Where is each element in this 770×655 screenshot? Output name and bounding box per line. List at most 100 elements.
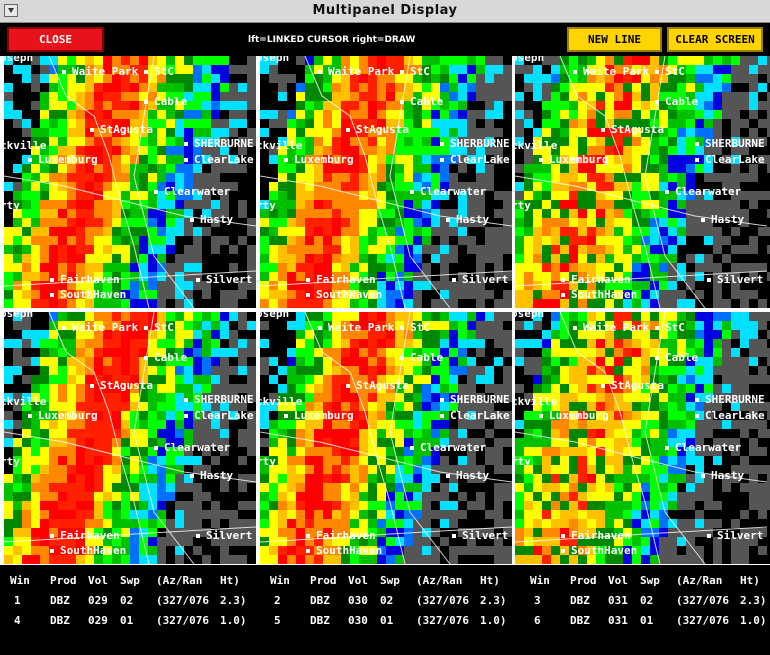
town-label: ClearLake xyxy=(695,410,765,422)
town-label: SouthHaven xyxy=(50,545,126,557)
town-label: Fairhaven xyxy=(50,530,120,542)
radar-panel-2[interactable]: Waite Park Cable StAgusta SHERBURNE ckville L… xyxy=(260,56,512,308)
town-marker-icon xyxy=(28,414,32,418)
town-marker-icon xyxy=(190,218,194,222)
close-button[interactable]: CLOSE xyxy=(7,27,104,52)
town-label: Fairhaven xyxy=(561,274,631,286)
town-marker-icon xyxy=(446,218,450,222)
town-label: SouthHaven xyxy=(50,289,126,301)
town-label: StC xyxy=(400,66,430,78)
town-name: Clearwater xyxy=(675,185,742,198)
town-name: SouthHaven xyxy=(316,288,383,301)
town-marker-icon xyxy=(707,278,711,282)
info-cell-swp: 02 xyxy=(120,594,134,607)
town-name: rty xyxy=(4,199,20,212)
town-name: Fairhaven xyxy=(60,273,120,286)
radar-panel-1[interactable]: Waite Park Cable StAgusta SHERBURNE ckville L… xyxy=(4,56,256,308)
town-label: StAgusta xyxy=(601,124,664,136)
town-name: SouthHaven xyxy=(60,544,127,557)
info-cell-prod: DBZ xyxy=(570,614,590,627)
town-label: osepn xyxy=(4,56,33,64)
town-name: SouthHaven xyxy=(316,544,383,557)
town-label: SouthHaven xyxy=(561,545,637,557)
town-name: Fairhaven xyxy=(571,273,631,286)
town-marker-icon xyxy=(601,384,605,388)
map-road xyxy=(260,270,512,287)
radar-panel-3[interactable]: Waite Park Cable StAgusta SHERBURNE ckville L… xyxy=(515,56,770,308)
info-header: Ht) xyxy=(480,574,500,587)
town-label: StC xyxy=(655,66,685,78)
reflectivity-image xyxy=(4,56,256,308)
town-name: rty xyxy=(515,455,531,468)
town-label: Luxemburg xyxy=(284,410,354,422)
town-name: Waite Park xyxy=(72,65,139,78)
town-name: StC xyxy=(665,321,685,334)
town-name: rty xyxy=(4,455,20,468)
map-road xyxy=(133,56,195,308)
town-name: SouthHaven xyxy=(571,288,638,301)
town-marker-icon xyxy=(446,474,450,478)
town-name: osepn xyxy=(260,56,290,64)
town-marker-icon xyxy=(440,142,444,146)
map-road xyxy=(48,56,150,308)
town-marker-icon xyxy=(695,398,699,402)
town-label: Hasty xyxy=(190,470,233,482)
map-road xyxy=(559,56,661,308)
town-marker-icon xyxy=(440,414,444,418)
info-cell-vol: 029 xyxy=(88,594,108,607)
town-marker-icon xyxy=(184,142,188,146)
town-label: Luxemburg xyxy=(284,154,354,166)
town-label: Silvert xyxy=(452,274,508,286)
town-label: StAgusta xyxy=(90,380,153,392)
radar-panel-5[interactable]: Waite Park Cable StAgusta SHERBURNE ckville L… xyxy=(260,312,512,564)
town-marker-icon xyxy=(701,218,705,222)
town-label: StC xyxy=(144,322,174,334)
radar-panel-6[interactable]: Waite Park Cable StAgusta SHERBURNE ckville L… xyxy=(515,312,770,564)
radar-panel-4[interactable]: Waite Park Cable StAgusta SHERBURNE ckville L… xyxy=(4,312,256,564)
town-marker-icon xyxy=(144,100,148,104)
town-marker-icon xyxy=(655,326,659,330)
map-road xyxy=(4,175,256,227)
town-label: ckville xyxy=(4,396,46,408)
town-name: rty xyxy=(260,199,276,212)
town-label: Silvert xyxy=(707,530,763,542)
town-marker-icon xyxy=(539,158,543,162)
town-label: StC xyxy=(144,66,174,78)
town-name: Fairhaven xyxy=(316,273,376,286)
town-marker-icon xyxy=(306,278,310,282)
town-marker-icon xyxy=(707,534,711,538)
info-cell-win: 3 xyxy=(534,594,541,607)
info-cell-prod: DBZ xyxy=(310,614,330,627)
town-name: osepn xyxy=(515,312,545,320)
info-cell-prod: DBZ xyxy=(570,594,590,607)
map-road xyxy=(389,56,451,308)
town-marker-icon xyxy=(400,70,404,74)
town-name: Silvert xyxy=(717,529,764,542)
town-name: ClearLake xyxy=(194,409,254,422)
town-name: StAgusta xyxy=(100,123,153,136)
town-name: Fairhaven xyxy=(60,529,120,542)
town-label: rty xyxy=(4,456,20,468)
reflectivity-image xyxy=(260,56,512,308)
town-marker-icon xyxy=(561,534,565,538)
window-menu-icon[interactable] xyxy=(4,4,18,17)
town-name: StAgusta xyxy=(100,379,153,392)
town-marker-icon xyxy=(62,70,66,74)
new-line-button[interactable]: NEW LINE xyxy=(567,27,662,52)
town-name: Clearwater xyxy=(164,441,231,454)
town-name: Waite Park xyxy=(328,65,395,78)
map-road xyxy=(133,312,195,564)
town-marker-icon xyxy=(90,384,94,388)
town-name: Clearwater xyxy=(420,441,487,454)
town-marker-icon xyxy=(655,356,659,360)
town-label: ClearLake xyxy=(184,410,254,422)
town-name: ckville xyxy=(515,139,558,152)
reflectivity-image xyxy=(4,312,256,564)
clear-screen-button[interactable]: CLEAR SCREEN xyxy=(667,27,763,52)
town-label: SHERBURNE xyxy=(440,138,510,150)
town-label: rty xyxy=(4,200,20,212)
map-road xyxy=(4,526,256,543)
town-name: osepn xyxy=(4,312,34,320)
town-name: Cable xyxy=(154,351,188,364)
